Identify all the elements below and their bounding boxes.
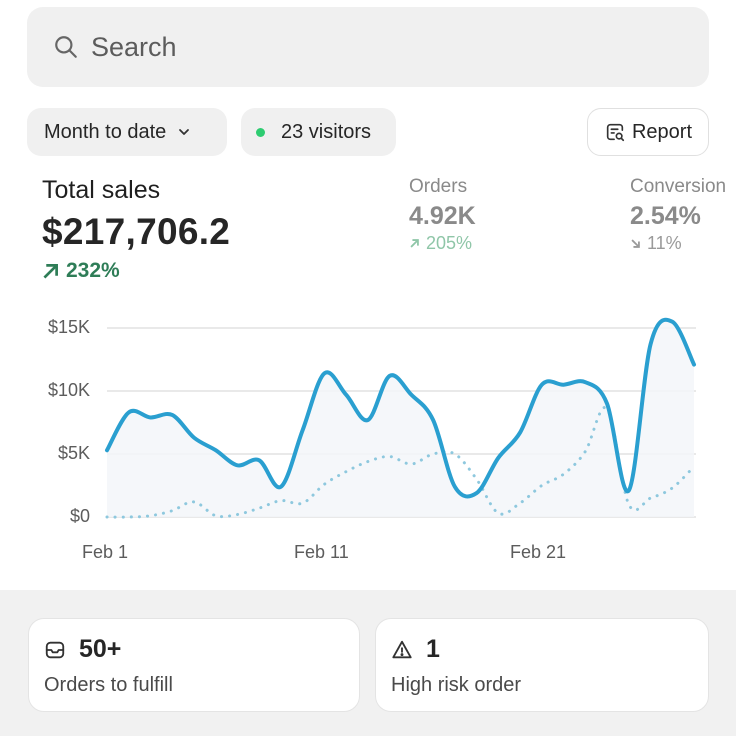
visitors-label: 23 visitors (281, 120, 372, 143)
report-label: Report (631, 120, 693, 143)
search-icon (55, 36, 77, 58)
orders-to-fulfill-card[interactable]: 50+ Orders to fulfill (28, 618, 360, 712)
conversion-value: 2.54% (630, 202, 701, 230)
y-tick-10k: $10K (47, 380, 90, 400)
date-range-label: Month to date (44, 120, 167, 143)
total-sales-delta: 232% (42, 259, 230, 283)
report-icon (606, 123, 625, 142)
orders-to-fulfill-label: Orders to fulfill (44, 674, 173, 696)
total-sales-label: Total sales (42, 176, 161, 204)
arrow-up-right-icon (410, 239, 419, 248)
date-range-dropdown[interactable]: Month to date (27, 108, 227, 156)
chart-plot-area (105, 317, 696, 519)
x-tick-feb-1: Feb 1 (82, 542, 129, 562)
inbox-icon (45, 641, 65, 658)
chevron-down-icon (179, 129, 190, 135)
x-tick-feb-21: Feb 21 (510, 542, 567, 562)
y-tick-15k: $15K (47, 317, 90, 337)
total-sales-value: $217,706.2 (42, 211, 231, 252)
arrow-up-right-icon (43, 264, 58, 279)
high-risk-order-card[interactable]: 1 High risk order (375, 618, 709, 712)
total-sales-metric[interactable]: Total sales $217,706.2 232% (42, 176, 230, 283)
orders-value: 4.92K (409, 202, 476, 230)
arrow-down-right-icon (631, 239, 640, 248)
y-tick-0: $0 (69, 506, 90, 526)
orders-delta-value: 205% (426, 233, 473, 253)
action-cards-section: 50+ Orders to fulfill 1 High risk order (0, 590, 736, 736)
alert-triangle-icon (392, 640, 412, 658)
orders-delta: 205% (409, 233, 476, 254)
orders-to-fulfill-count: 50+ (79, 635, 122, 663)
conversion-delta: 11% (630, 233, 726, 254)
sales-chart[interactable]: $15K $10K $5K $0 Feb 1 Feb 11 Feb 21 (0, 300, 736, 580)
report-button[interactable]: Report (587, 108, 709, 156)
conversion-label: Conversion (630, 176, 727, 197)
orders-label: Orders (409, 176, 468, 197)
orders-metric[interactable]: Orders 4.92K 205% (409, 176, 476, 254)
x-tick-feb-11: Feb 11 (294, 542, 349, 562)
live-status-dot-icon (256, 127, 265, 137)
live-visitors-button[interactable]: 23 visitors (241, 108, 396, 156)
conversion-metric[interactable]: Conversion 2.54% 11% (630, 176, 726, 254)
search-input[interactable] (91, 31, 651, 63)
total-sales-delta-value: 232% (66, 259, 120, 282)
high-risk-order-count: 1 (426, 635, 440, 663)
y-tick-5k: $5K (57, 443, 90, 463)
high-risk-order-label: High risk order (391, 674, 522, 696)
conversion-delta-value: 11% (647, 233, 682, 253)
search-bar[interactable] (27, 7, 709, 87)
